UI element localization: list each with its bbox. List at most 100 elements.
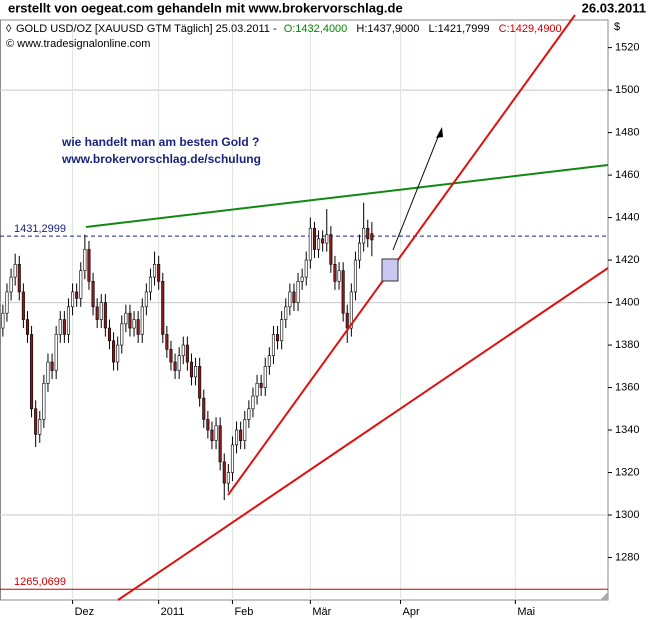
y-tick-label: 1340: [615, 424, 639, 436]
x-tick-label: Apr: [403, 606, 420, 618]
trend-line: [85, 164, 609, 228]
candle-body: [25, 319, 29, 335]
candle-body: [300, 276, 304, 282]
grid: [0, 20, 608, 600]
y-tick-label: 1380: [615, 339, 639, 351]
candle-body: [230, 444, 234, 473]
candle-body: [255, 382, 259, 397]
y-unit: $: [614, 21, 620, 33]
candle-body: [177, 355, 181, 371]
candle-body: [358, 242, 362, 261]
candle-body: [276, 334, 280, 342]
candle-body: [58, 319, 62, 335]
candle-body: [181, 344, 185, 356]
candle-body: [161, 281, 165, 335]
header-high: H:1437,9000: [356, 23, 419, 35]
candle-body: [153, 264, 157, 278]
candle-body: [308, 227, 312, 261]
y-tick-label: 1480: [615, 127, 639, 139]
levels: 1431,2999 1265,0699: [0, 223, 608, 590]
candle-body: [79, 270, 83, 299]
date: 26.03.2011: [582, 0, 646, 15]
level-label: 1265,0699: [14, 576, 66, 588]
candle-body: [288, 291, 292, 308]
candle-body: [206, 419, 210, 431]
candle-body: [46, 361, 50, 384]
candle-body: [112, 340, 116, 363]
candle-body: [124, 312, 128, 325]
y-tick-label: 1400: [615, 296, 639, 308]
candle-body: [128, 312, 132, 329]
candle-body: [341, 270, 345, 314]
candle-body: [99, 302, 103, 320]
copyright: © www.tradesignalonline.com: [6, 38, 150, 50]
header-low: L:1421,7999: [428, 23, 489, 35]
candle-body: [148, 276, 152, 293]
candle-body: [132, 319, 136, 329]
candle-body: [116, 344, 120, 363]
y-tick-label: 1360: [615, 381, 639, 393]
candle-body: [214, 425, 218, 441]
candle-body: [271, 334, 275, 356]
header: ◊ GOLD USD/OZ [XAUUSD GTM Täglich] 25.03…: [6, 23, 562, 50]
candle-body: [296, 281, 300, 303]
candle-body: [62, 319, 66, 335]
candle-body: [83, 249, 87, 271]
header-close: C:1429,4900: [499, 23, 562, 35]
candle-body: [325, 234, 329, 244]
candle-body: [317, 238, 321, 250]
corner: [600, 592, 608, 600]
candle-body: [87, 249, 91, 282]
candle-body: [1, 312, 5, 329]
candle-body: [42, 382, 46, 420]
candle-body: [312, 227, 316, 250]
candle-body: [50, 361, 54, 371]
candle-body: [9, 276, 13, 293]
candle-body: [362, 227, 366, 244]
candle-body: [169, 349, 173, 363]
header-open: O:1432,4000: [284, 23, 348, 35]
y-tick-label: 1280: [615, 551, 639, 563]
candle-body: [202, 397, 206, 420]
candle-body: [259, 382, 263, 388]
arrow: [392, 131, 441, 251]
candle-body: [17, 264, 21, 293]
y-tick-label: 1300: [615, 509, 639, 521]
trend-line: [227, 14, 576, 496]
target-box: [381, 258, 399, 282]
candle-body: [210, 429, 214, 441]
annotation: www.brokervorschlag.de/schulung: [61, 152, 261, 166]
candle-body: [198, 366, 202, 399]
candle-body: [107, 327, 111, 342]
candle-body: [5, 291, 9, 314]
candle-body: [263, 366, 267, 388]
candle-body: [337, 270, 341, 282]
candle-body: [103, 302, 107, 329]
candle-body: [349, 291, 353, 329]
candle-body: [75, 291, 79, 299]
candle-body: [284, 306, 288, 320]
x-tick-label: Mai: [517, 606, 535, 618]
candle-body: [304, 259, 308, 278]
candle-body: [333, 264, 337, 282]
candle-body: [366, 227, 370, 240]
candle-body: [321, 238, 325, 244]
level-label: 1431,2999: [14, 223, 66, 235]
candle-body: [189, 361, 193, 378]
candle-body: [292, 291, 296, 303]
arrow-head: [436, 127, 443, 138]
candle-body: [194, 366, 198, 378]
candle-body: [251, 395, 255, 410]
candle-body: [136, 319, 140, 335]
header-instrument: GOLD USD/OZ [XAUUSD GTM Täglich] 25.03.2…: [16, 23, 277, 35]
x-tick-label: Feb: [234, 606, 253, 618]
candle-body: [38, 419, 42, 435]
candle-body: [157, 264, 161, 282]
candle-body: [95, 306, 99, 320]
candle-body: [329, 234, 333, 265]
candle-body: [13, 264, 17, 278]
y-tick-label: 1320: [615, 466, 639, 478]
candle-body: [34, 408, 38, 435]
candle-body: [165, 334, 169, 350]
